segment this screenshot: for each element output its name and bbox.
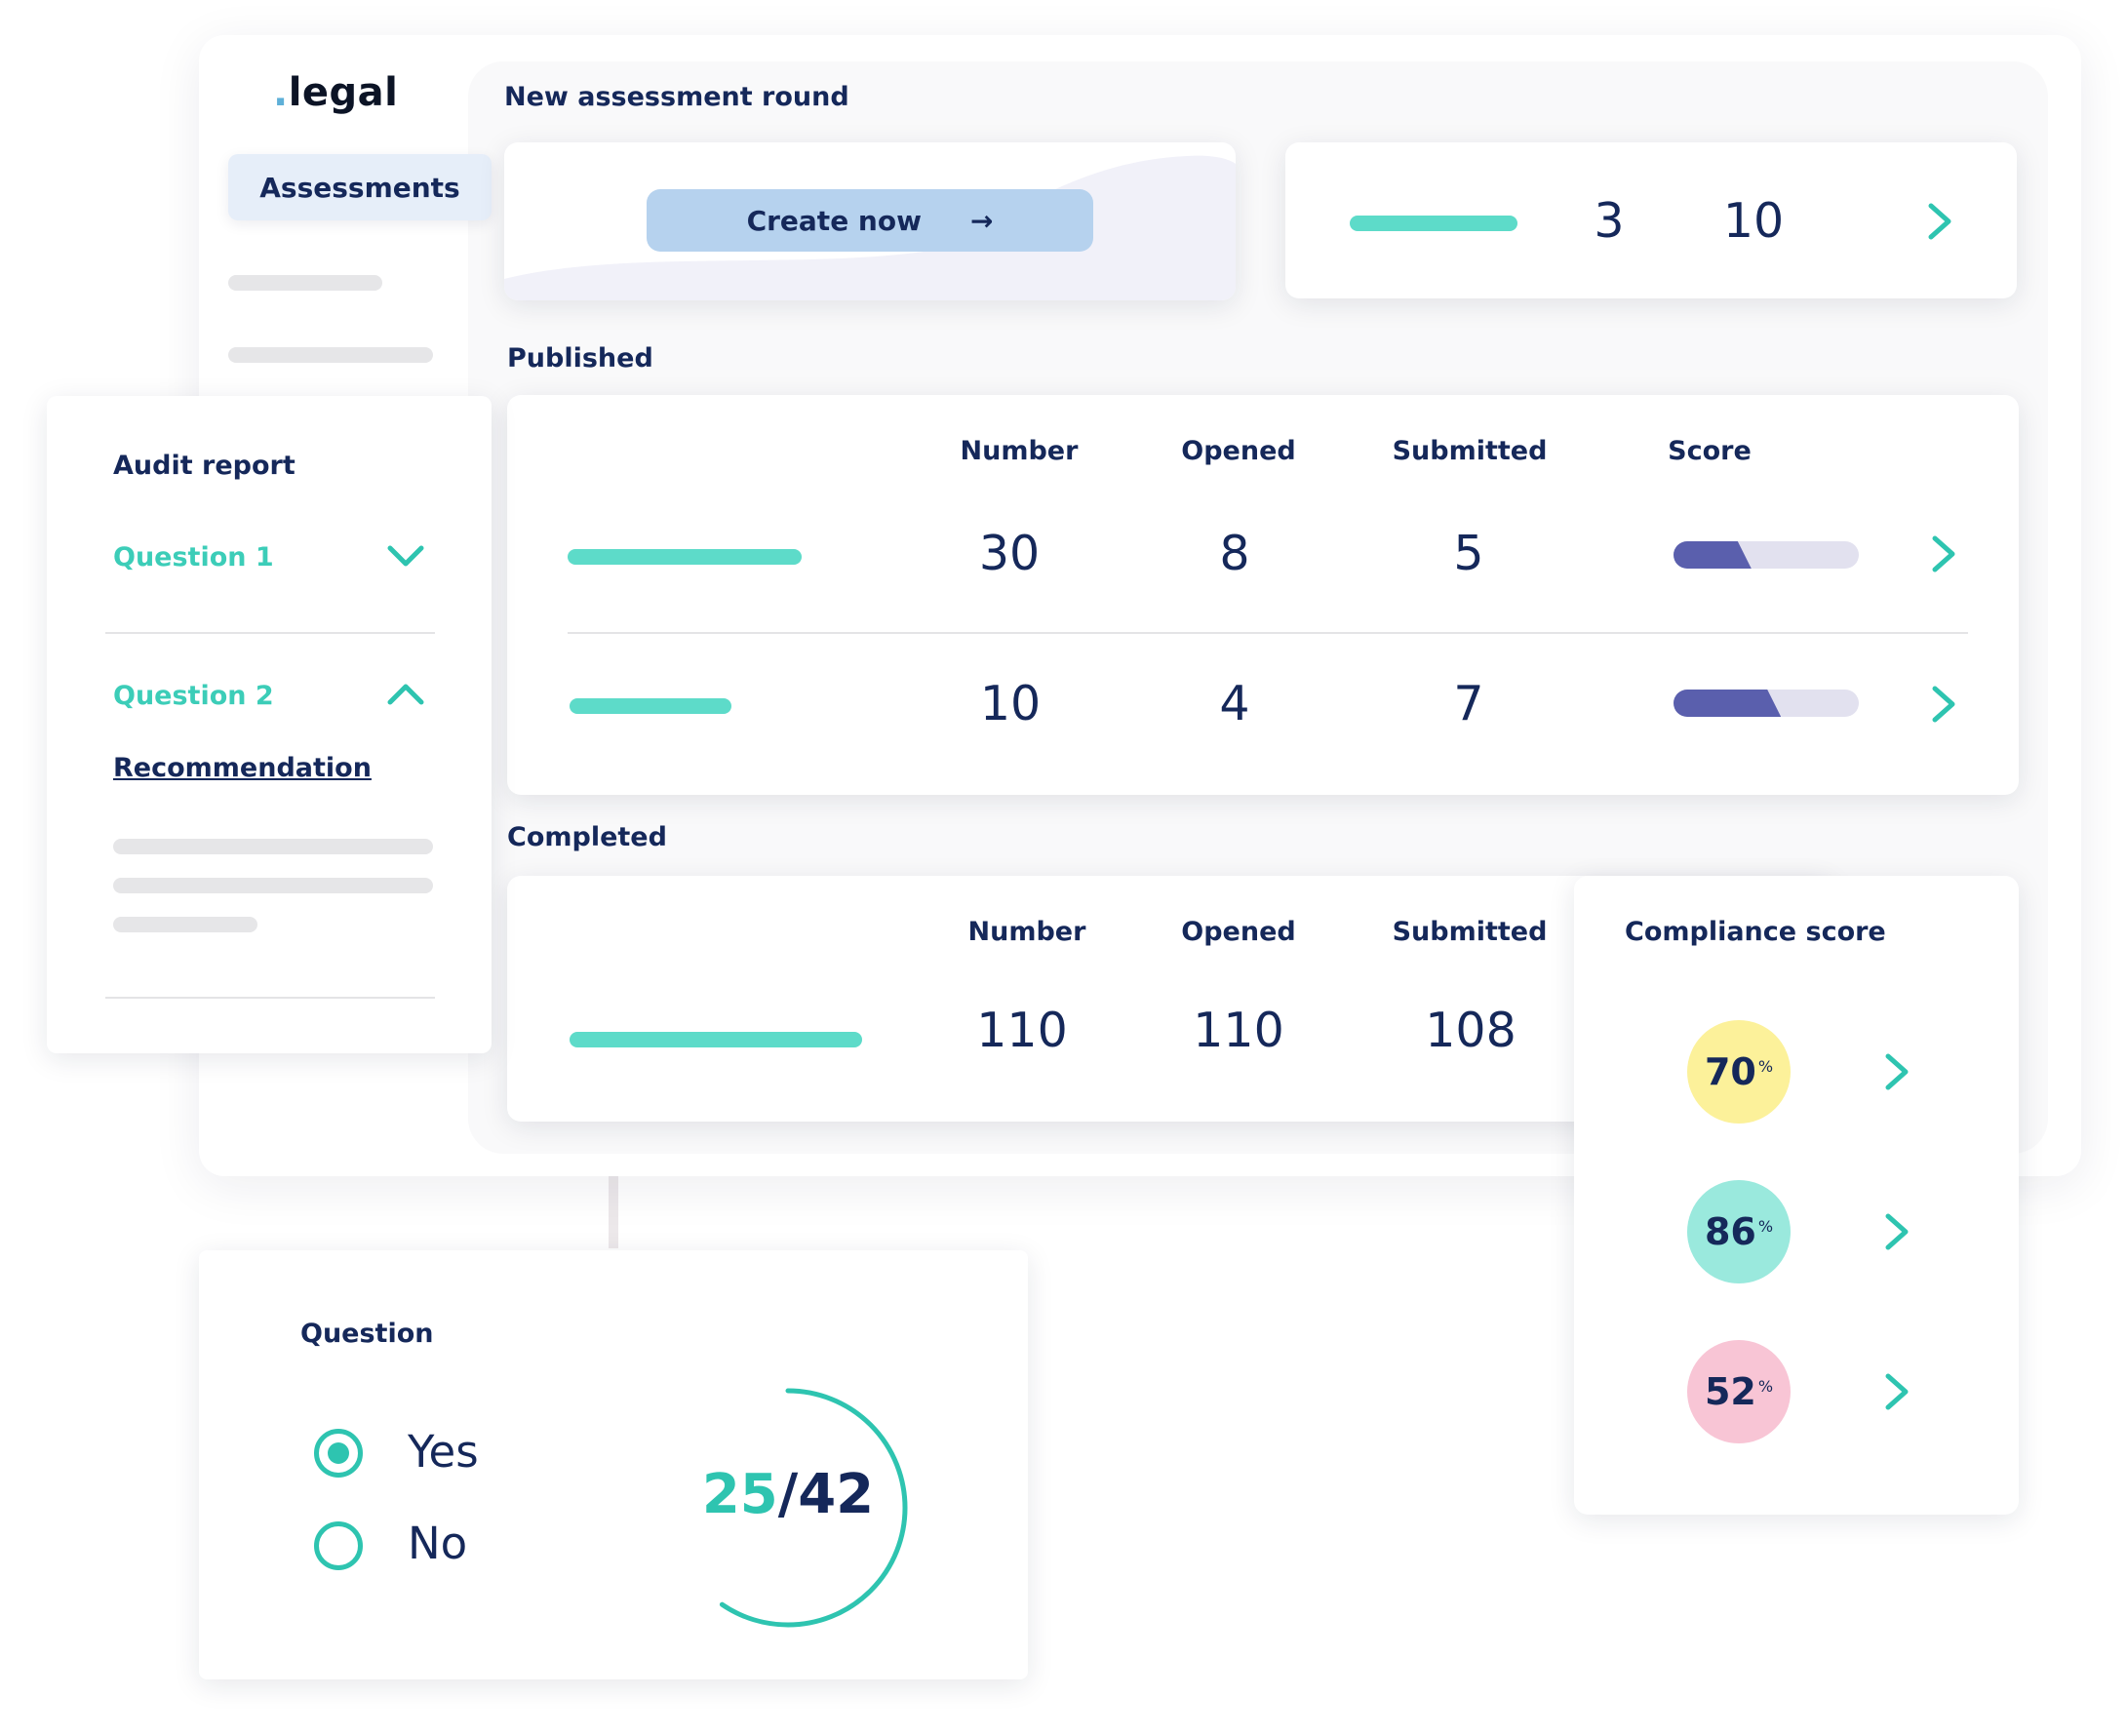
question-2-label: Question 2 <box>113 681 274 711</box>
row-number: 30 <box>978 526 1041 581</box>
progress-counter: 25/42 <box>642 1463 934 1526</box>
connector-line <box>609 1170 618 1248</box>
compliance-score-badge: 52% <box>1687 1340 1791 1443</box>
text-placeholder-1 <box>113 839 433 854</box>
row-progress-bar <box>568 549 802 565</box>
round-stat-a: 3 <box>1594 193 1625 249</box>
round-stat-b: 10 <box>1722 193 1785 249</box>
percent-sign: % <box>1757 1376 1774 1396</box>
percent-sign: % <box>1757 1056 1774 1076</box>
row-progress-bar <box>570 698 731 714</box>
round-summary-card[interactable]: 3 10 <box>1285 142 2017 298</box>
row-submitted: 5 <box>1453 526 1484 581</box>
row-divider <box>568 632 1968 634</box>
published-title: Published <box>507 343 653 374</box>
radio-yes-label: Yes <box>408 1426 479 1478</box>
radio-no-label: No <box>408 1518 468 1569</box>
chevron-up-icon[interactable] <box>386 681 425 708</box>
chevron-right-icon[interactable] <box>1925 201 1954 242</box>
row-opened: 8 <box>1219 526 1250 581</box>
column-header-opened: Opened <box>1181 436 1296 466</box>
accordion-divider <box>105 632 435 634</box>
column-header-opened: Opened <box>1181 917 1296 947</box>
score-value: 70 <box>1704 1050 1756 1093</box>
create-now-button[interactable]: Create now → <box>647 189 1093 252</box>
row-submitted: 108 <box>1425 1003 1516 1058</box>
score-bar-fill <box>1674 541 1752 569</box>
chevron-right-icon[interactable] <box>1882 1211 1911 1252</box>
question-card: Question Yes No 25/42 <box>199 1250 1028 1679</box>
column-header-number: Number <box>960 436 1079 466</box>
radio-no[interactable] <box>314 1521 363 1570</box>
sidebar-item-label: Assessments <box>259 171 460 204</box>
question-title: Question <box>300 1319 434 1349</box>
compliance-score-card: Compliance score 70% 86% 52% <box>1574 876 2019 1515</box>
compliance-title: Compliance score <box>1625 917 1886 947</box>
progress-arc <box>668 1388 908 1628</box>
row-opened: 110 <box>1193 1003 1284 1058</box>
text-placeholder-3 <box>113 917 257 932</box>
sidebar-placeholder-2 <box>228 347 433 363</box>
recommendation-link[interactable]: Recommendation <box>113 753 372 783</box>
percent-sign: % <box>1757 1216 1774 1236</box>
row-number: 10 <box>979 676 1042 731</box>
column-header-submitted: Submitted <box>1392 436 1548 466</box>
brand-logo: .legal <box>273 70 398 115</box>
chevron-right-icon[interactable] <box>1882 1371 1911 1412</box>
completed-title: Completed <box>507 822 667 852</box>
score-value: 52 <box>1704 1370 1756 1413</box>
sidebar-item-assessments[interactable]: Assessments <box>228 154 492 220</box>
row-submitted: 7 <box>1453 676 1484 731</box>
accordion-divider <box>105 997 435 999</box>
counter-separator: / <box>777 1463 799 1526</box>
published-card: Number Opened Submitted Score 30 8 5 10 … <box>507 395 2019 795</box>
sidebar-placeholder-1 <box>228 275 382 291</box>
round-progress-bar <box>1350 216 1517 231</box>
new-round-title: New assessment round <box>504 82 849 112</box>
score-value: 86 <box>1704 1210 1756 1253</box>
chevron-down-icon[interactable] <box>386 542 425 570</box>
score-bar <box>1674 541 1859 569</box>
score-bar <box>1674 690 1859 717</box>
chevron-right-icon[interactable] <box>1929 684 1958 725</box>
create-now-label: Create now <box>746 204 922 237</box>
compliance-score-badge: 86% <box>1687 1180 1791 1283</box>
column-header-score: Score <box>1668 436 1752 466</box>
text-placeholder-2 <box>113 878 433 893</box>
total-count: 42 <box>798 1463 875 1526</box>
audit-report-title: Audit report <box>113 451 295 481</box>
audit-report-card: Audit report Question 1 Question 2 Recom… <box>47 396 492 1053</box>
logo-text: legal <box>288 70 399 115</box>
column-header-number: Number <box>967 917 1086 947</box>
chevron-right-icon[interactable] <box>1882 1051 1911 1092</box>
row-opened: 4 <box>1219 676 1250 731</box>
compliance-score-badge: 70% <box>1687 1020 1791 1124</box>
answered-count: 25 <box>701 1463 778 1526</box>
radio-yes-dot <box>328 1442 349 1464</box>
score-bar-fill <box>1674 690 1781 717</box>
logo-dot: . <box>273 70 289 115</box>
column-header-submitted: Submitted <box>1392 917 1548 947</box>
row-number: 110 <box>976 1003 1068 1058</box>
row-progress-bar <box>570 1032 862 1047</box>
question-1-label: Question 1 <box>113 542 274 572</box>
arrow-right-icon: → <box>969 204 994 237</box>
chevron-right-icon[interactable] <box>1929 533 1958 574</box>
radio-yes[interactable] <box>314 1429 363 1478</box>
